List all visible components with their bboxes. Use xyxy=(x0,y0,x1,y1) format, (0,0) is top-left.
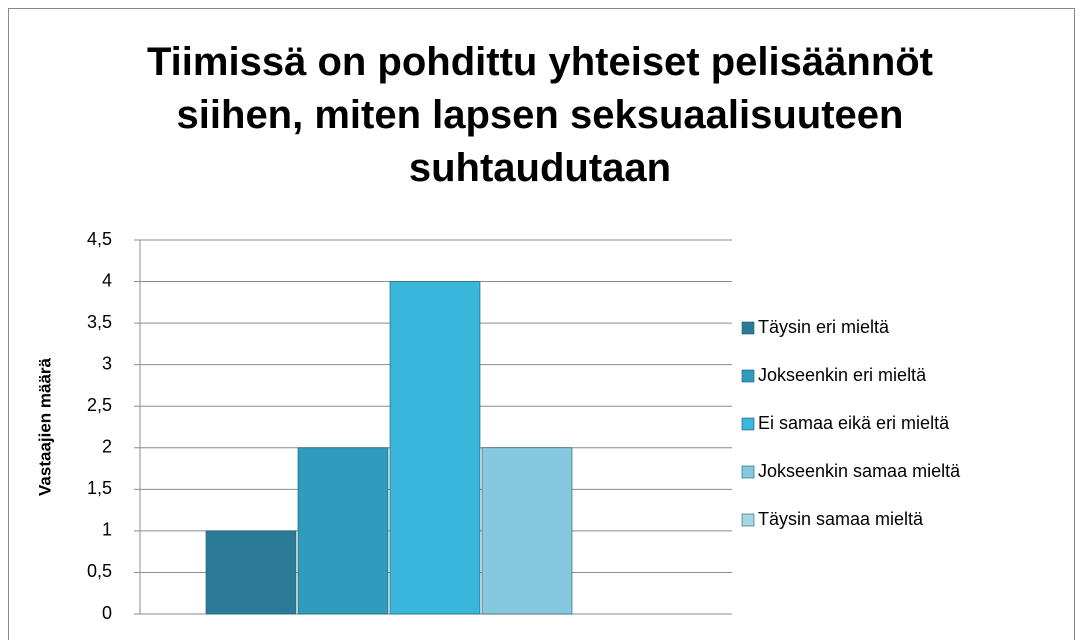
legend-swatch xyxy=(741,321,755,335)
y-tick-label: 0,5 xyxy=(87,561,112,581)
y-tick-label: 1,5 xyxy=(87,478,112,498)
y-tick-label: 4,5 xyxy=(87,229,112,249)
legend-swatch xyxy=(741,369,755,383)
y-tick-label: 2 xyxy=(102,437,112,457)
bar xyxy=(205,530,297,615)
legend-swatch xyxy=(741,465,755,479)
y-tick-label: 4 xyxy=(102,270,112,290)
y-tick-label: 3,5 xyxy=(87,312,112,332)
legend-label: Täysin samaa mieltä xyxy=(758,509,924,529)
y-axis-label: Vastaajien määrä xyxy=(35,357,54,496)
legend-label: Täysin eri mieltä xyxy=(758,317,890,337)
legend-label: Ei samaa eikä eri mieltä xyxy=(758,413,950,433)
bar xyxy=(297,447,389,615)
legend-swatch xyxy=(741,417,755,431)
chart-title: Tiimissä on pohdittu yhteiset pelisäännö… xyxy=(146,40,934,190)
y-tick-label: 1 xyxy=(102,520,112,540)
y-tick-label: 3 xyxy=(102,353,112,373)
bar xyxy=(481,447,573,615)
y-tick-label: 2,5 xyxy=(87,395,112,415)
legend-swatch xyxy=(741,513,755,527)
y-tick-label: 0 xyxy=(102,603,112,623)
legend-label: Jokseenkin samaa mieltä xyxy=(758,461,961,481)
bar xyxy=(389,281,481,615)
legend-label: Jokseenkin eri mieltä xyxy=(758,365,927,385)
chart-border xyxy=(8,8,1075,640)
